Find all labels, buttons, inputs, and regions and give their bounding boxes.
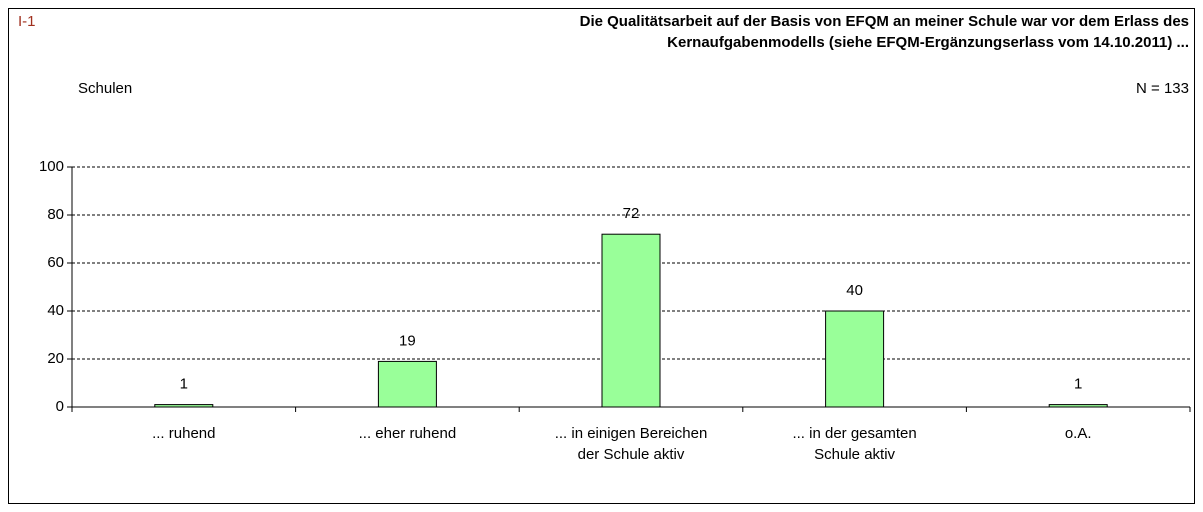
y-tick-label: 60 xyxy=(47,254,64,271)
bar xyxy=(601,233,661,408)
x-tick-label: ... eher ruhend xyxy=(359,425,457,442)
chart-title: Kernaufgabenmodells (siehe EFQM-Ergänzun… xyxy=(667,34,1189,51)
x-tick-label: ... in einigen Bereichen der Schule aktiv xyxy=(555,425,708,463)
data-label: 1 xyxy=(1074,376,1082,393)
bar xyxy=(1048,404,1108,408)
x-tick-label-line: ... eher ruhend xyxy=(359,425,457,442)
chart-id: I-1 xyxy=(18,13,36,30)
y-axis-label: Schulen xyxy=(78,80,132,97)
data-label: 1 xyxy=(180,376,188,393)
x-tick-label: ... ruhend xyxy=(152,425,215,442)
y-tick-label: 80 xyxy=(47,206,64,223)
annotation: N = 133 xyxy=(1136,80,1189,97)
y-tick-label: 100 xyxy=(39,158,64,175)
data-label: 19 xyxy=(399,332,416,349)
x-tick-label-line: o.A. xyxy=(1065,425,1092,442)
x-tick-label-line: ... in einigen Bereichen xyxy=(555,425,708,442)
bar xyxy=(825,310,885,408)
x-tick-label-line: ... in der gesamten xyxy=(792,425,916,442)
y-tick-label: 40 xyxy=(47,302,64,319)
data-label: 72 xyxy=(623,205,640,222)
y-tick-label: 20 xyxy=(47,350,64,367)
y-tick-label: 0 xyxy=(56,398,64,415)
x-tick-label: o.A. xyxy=(1065,425,1092,442)
x-tick-label-line: der Schule aktiv xyxy=(578,446,685,463)
x-tick-label-line: ... ruhend xyxy=(152,425,215,442)
bar xyxy=(377,360,437,408)
x-tick-label-line: Schule aktiv xyxy=(814,446,895,463)
chart-title: Die Qualitätsarbeit auf der Basis von EF… xyxy=(580,13,1189,30)
data-label: 40 xyxy=(846,282,863,299)
x-tick-label: ... in der gesamten Schule aktiv xyxy=(792,425,916,463)
bar xyxy=(154,404,214,408)
